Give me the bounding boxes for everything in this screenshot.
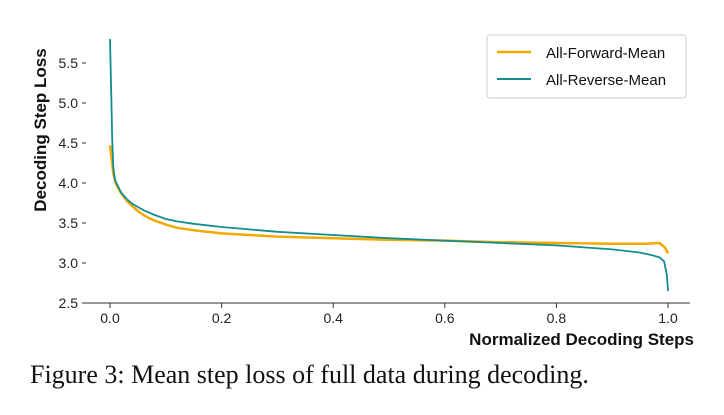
y-tick-label: 3.5 bbox=[59, 215, 79, 231]
legend-label-all-forward-mean: All-Forward-Mean bbox=[546, 45, 665, 62]
series-lines bbox=[108, 38, 670, 292]
x-tick-label: 0.4 bbox=[323, 310, 343, 326]
x-tick-label: 0.6 bbox=[435, 310, 455, 326]
y-tick-label: 2.5 bbox=[59, 295, 79, 311]
y-tick-label: 5.5 bbox=[59, 55, 79, 71]
series-line-all-reverse-mean bbox=[109, 38, 669, 292]
legend: All-Forward-Mean All-Reverse-Mean bbox=[486, 34, 687, 99]
figure-caption: Figure 3: Mean step loss of full data du… bbox=[30, 360, 589, 389]
y-ticks: 2.5 3.0 3.5 4.0 4.5 5.0 5.5 bbox=[59, 55, 86, 311]
x-tick-label: 0.0 bbox=[100, 310, 120, 326]
legend-box bbox=[486, 34, 687, 99]
x-tick-label: 1.0 bbox=[658, 310, 678, 326]
y-tick-label: 4.5 bbox=[59, 135, 79, 151]
y-axis-label: Decoding Step Loss bbox=[31, 48, 50, 211]
legend-label-all-reverse-mean: All-Reverse-Mean bbox=[546, 72, 666, 89]
x-tick-label: 0.8 bbox=[547, 310, 567, 326]
chart: 0.0 0.2 0.4 0.6 0.8 1.0 2.5 3.0 3.5 4.0 4.5 5.0 5.5… bbox=[31, 34, 694, 349]
y-tick-label: 3.0 bbox=[59, 255, 79, 271]
x-ticks: 0.0 0.2 0.4 0.6 0.8 1.0 bbox=[100, 303, 678, 326]
series-line-all-forward-mean bbox=[108, 145, 670, 254]
y-tick-label: 5.0 bbox=[59, 95, 79, 111]
y-tick-label: 4.0 bbox=[59, 175, 79, 191]
x-tick-label: 0.2 bbox=[212, 310, 232, 326]
x-axis-label: Normalized Decoding Steps bbox=[469, 330, 694, 349]
